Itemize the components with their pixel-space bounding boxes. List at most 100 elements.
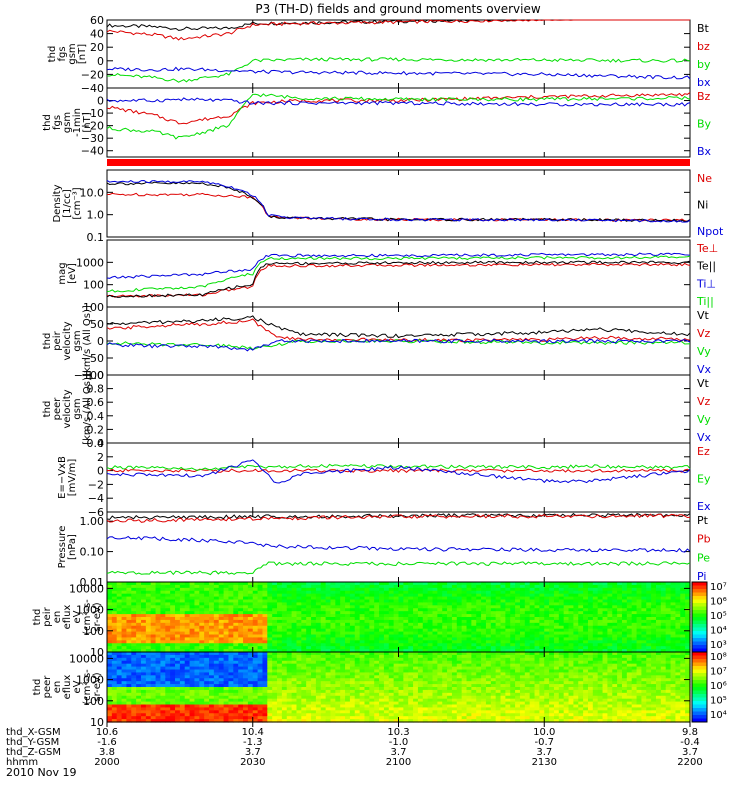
spectrogram-cell (311, 622, 317, 627)
spectrogram-cell (558, 628, 565, 633)
spectrogram-cell (277, 614, 283, 618)
spectrogram-cell (442, 637, 448, 641)
spectrogram-cell (243, 687, 249, 691)
spectrogram-cell (369, 701, 375, 706)
spectrogram-cell (306, 675, 312, 679)
spectrogram-cell (422, 622, 429, 627)
spectrogram-cell (461, 687, 468, 691)
spectrogram-cell (160, 698, 166, 703)
spectrogram-cell (218, 707, 225, 711)
spectrogram-cell (291, 701, 298, 706)
spectrogram-cell (369, 660, 375, 665)
spectrogram-cell (510, 599, 516, 604)
colorbar-segment (692, 606, 707, 611)
spectrogram-cell (456, 622, 463, 627)
spectrogram-cell (422, 634, 429, 639)
spectrogram-cell (194, 628, 200, 633)
spectrogram-cell (505, 599, 511, 604)
spectrogram-cell (568, 634, 574, 639)
spectrogram-cell (267, 619, 273, 624)
spectrogram-cell (306, 614, 312, 618)
spectrogram-cell (209, 713, 215, 717)
spectrogram-cell (233, 684, 239, 688)
spectrogram-cell (165, 695, 171, 700)
spectrogram-cell (281, 587, 288, 592)
spectrogram-cell (383, 614, 390, 618)
spectrogram-cell (145, 675, 152, 679)
spectrogram-cell (437, 692, 443, 697)
spectrogram-cell (228, 649, 234, 653)
spectrogram-cell (442, 584, 448, 589)
spectrogram-cell (481, 634, 487, 639)
spectrogram-cell (257, 678, 264, 682)
spectrogram-cell (447, 719, 453, 723)
spectrogram-cell (481, 649, 487, 653)
spectrogram-cell (218, 666, 225, 671)
spectrogram-cell (150, 684, 157, 688)
spectrogram-cell (500, 614, 506, 618)
spectrogram-cell (320, 649, 327, 653)
spectrogram-cell (126, 637, 132, 641)
legend-entry: by (697, 58, 711, 71)
spectrogram-cell (325, 663, 332, 668)
spectrogram-cell (510, 602, 516, 606)
spectrogram-cell (223, 692, 230, 697)
spectrogram-cell (170, 692, 176, 697)
spectrogram-cell (213, 701, 220, 706)
spectrogram-cell (398, 701, 404, 706)
spectrogram-cell (175, 684, 181, 688)
spectrogram-cell (145, 689, 152, 694)
spectrogram-cell (685, 599, 691, 604)
spectrogram-cell (354, 666, 361, 671)
spectrogram-cell (335, 625, 341, 630)
spectrogram-cell (175, 631, 181, 636)
spectrogram-cell (665, 640, 672, 644)
spectrogram-cell (291, 672, 298, 676)
spectrogram-cell (456, 599, 463, 604)
spectrogram-cell (247, 710, 254, 714)
spectrogram-cell (267, 593, 273, 598)
spectrogram-cell (277, 707, 283, 711)
spectrogram-cell (549, 640, 555, 644)
y-tick-label: −2 (88, 478, 104, 491)
spectrogram-cell (111, 675, 118, 679)
spectrogram-cell (296, 704, 302, 709)
spectrogram-cell (223, 619, 230, 624)
spectrogram-cell (481, 637, 487, 641)
spectrogram-cell (184, 617, 191, 621)
spectrogram-cell (393, 649, 400, 653)
spectrogram-cell (403, 640, 409, 644)
spectrogram-cell (286, 625, 293, 630)
spectrogram-cell (345, 649, 351, 653)
spectrogram-cell (670, 646, 677, 650)
spectrogram-cell (447, 692, 453, 697)
spectrogram-cell (476, 625, 482, 630)
spectrogram-cell (252, 657, 259, 662)
spectrogram-cell (646, 596, 652, 601)
spectrogram-cell (170, 634, 176, 639)
spectrogram-cell (238, 634, 244, 639)
spectrogram-cell (621, 637, 628, 641)
spectrogram-cell (359, 625, 366, 630)
spectrogram-cell (141, 672, 147, 676)
y-tick-label: −40 (81, 145, 104, 158)
spectrogram-cell (126, 704, 132, 709)
spectrogram-cell (592, 625, 599, 630)
spectrogram-cell (641, 602, 647, 606)
spectrogram-cell (179, 654, 186, 659)
spectrogram-cell (408, 587, 414, 592)
spectrogram-cell (383, 710, 390, 714)
spectrogram-cell (175, 596, 181, 601)
spectrogram-cell (374, 713, 380, 717)
spectrogram-cell (194, 631, 200, 636)
spectrogram-cell (354, 587, 361, 592)
spectrogram-cell (369, 689, 375, 694)
spectrogram-cell (359, 602, 366, 606)
spectrogram-cell (529, 637, 536, 641)
spectrogram-cell (116, 672, 123, 676)
spectrogram-cell (524, 608, 531, 612)
spectrogram-cell (311, 684, 317, 688)
spectrogram-cell (320, 605, 327, 609)
spectrogram-cell (583, 599, 589, 604)
